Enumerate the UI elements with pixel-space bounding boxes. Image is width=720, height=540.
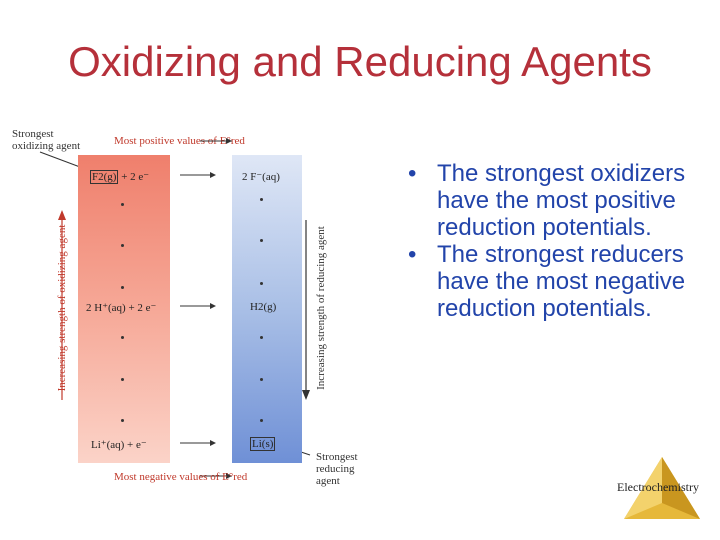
strongest-reducing-line3: agent — [316, 475, 340, 487]
oxidizing-agent-panel — [78, 155, 170, 463]
ellipsis-dot — [260, 336, 263, 339]
strongest-oxidizing-label: Strongest oxidizing agent — [12, 128, 80, 152]
bullet-item: • The strongest oxidizers have the most … — [408, 160, 708, 241]
strongest-oxidizing-line1: Strongest — [12, 128, 54, 140]
bullet-text: The strongest reducers have the most neg… — [437, 241, 686, 322]
ellipsis-dot — [260, 198, 263, 201]
ellipsis-dot — [121, 419, 124, 422]
ellipsis-dot — [121, 203, 124, 206]
row-h-oxidized: 2 H⁺(aq) + 2 e⁻ — [86, 302, 157, 314]
ellipsis-dot — [121, 244, 124, 247]
bullet-marker: • — [408, 241, 417, 268]
ellipsis-dot — [121, 286, 124, 289]
row-h-reduced: H2(g) — [250, 301, 277, 313]
figure-arrows — [39, 138, 311, 479]
strongest-reducing-label: Strongest reducing agent — [316, 451, 358, 487]
bullet-text: The strongest oxidizers have the most po… — [437, 160, 686, 241]
reduction-potential-figure: Strongest oxidizing agent Most positive … — [12, 128, 358, 487]
bullet-list: • The strongest oxidizers have the most … — [408, 160, 708, 322]
f2-electrons: + 2 e⁻ — [121, 171, 150, 183]
f2-species: F2(g) — [90, 170, 119, 184]
li-species: Li(s) — [250, 437, 276, 451]
bullet-item: • The strongest reducers have the most n… — [408, 241, 708, 322]
top-axis-label: Most positive values of E°red — [114, 135, 245, 147]
logo-text: Electrochemistry — [617, 480, 699, 494]
bottom-axis-label: Most negative values of E°red — [114, 471, 248, 483]
row-f2-reduced: 2 F⁻(aq) — [242, 171, 280, 183]
ellipsis-dot — [121, 336, 124, 339]
ellipsis-dot — [260, 239, 263, 242]
row-f2-oxidized: F2(g) + 2 e⁻ — [90, 170, 150, 184]
strongest-reducing-line2: reducing — [316, 463, 355, 475]
reaction-arrow-column — [170, 155, 232, 463]
left-axis-label: Increasing strength of oxidizing agent — [56, 224, 68, 392]
strongest-reducing-line1: Strongest — [316, 451, 358, 463]
ellipsis-dot — [260, 419, 263, 422]
reaction-arrow-3 — [180, 440, 216, 446]
ellipsis-dot — [260, 282, 263, 285]
strongest-oxidizing-line2: oxidizing agent — [12, 140, 81, 152]
right-axis-label: Increasing strength of reducing agent — [315, 226, 327, 390]
reaction-arrow-1 — [180, 172, 216, 178]
ellipsis-dot — [121, 378, 124, 381]
reducing-agent-panel — [232, 155, 302, 463]
slide-title: Oxidizing and Reducing Agents — [68, 38, 652, 85]
row-li-oxidized: Li⁺(aq) + e⁻ — [91, 439, 147, 451]
row-li-reduced: Li(s) — [250, 437, 276, 451]
ellipsis-dot — [260, 378, 263, 381]
reaction-arrow-2 — [180, 303, 216, 309]
bullet-marker: • — [408, 160, 417, 187]
pyramid-logo-icon — [624, 457, 700, 519]
